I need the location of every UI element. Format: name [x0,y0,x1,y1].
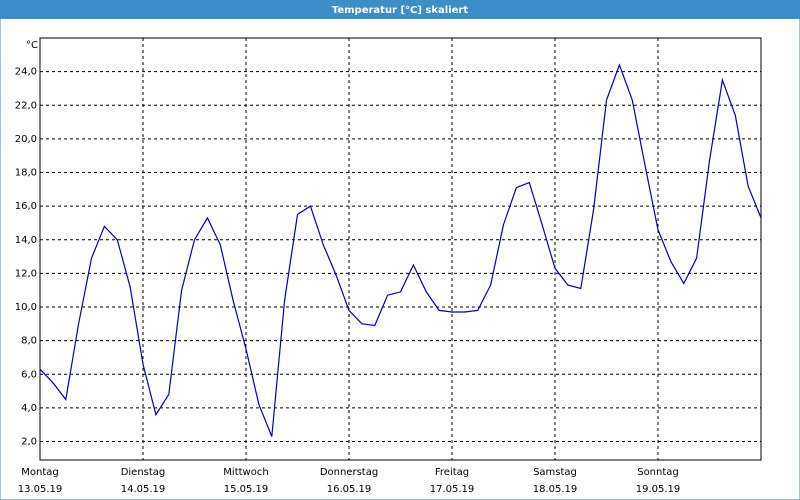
y-tick-label: 16,0 [15,201,37,212]
y-tick-label: 4,0 [21,403,37,414]
y-tick-label: 14,0 [15,235,37,246]
y-tick-label: 18,0 [15,168,37,179]
y-tick-label: 6,0 [21,369,37,380]
x-tick-date: 15.05.19 [224,484,269,495]
y-tick-label: 10,0 [15,302,37,313]
y-tick-label: 22,0 [15,100,37,111]
x-tick-label: Mittwoch [223,467,268,478]
x-tick-date: 19.05.19 [636,484,681,495]
y-tick-label: 2,0 [21,437,37,448]
x-tick-date: 14.05.19 [121,484,166,495]
temperature-line [39,63,762,437]
y-tick-label: 20,0 [15,134,37,145]
y-tick-label: 12,0 [15,268,37,279]
x-tick-date: 17.05.19 [430,484,475,495]
title-bar [0,0,800,19]
chart-title: Temperatur [°C] skaliert [332,5,469,16]
x-tick-label: Donnerstag [320,467,378,478]
x-tick-label: Freitag [435,467,469,478]
y-tick-label: 8,0 [21,336,37,347]
x-tick-label: Montag [21,467,58,478]
x-tick-date: 13.05.19 [18,484,63,495]
y-axis-label: °C [26,40,38,51]
x-tick-date: 16.05.19 [327,484,372,495]
x-tick-date: 18.05.19 [533,484,578,495]
y-tick-label: 24,0 [15,67,37,78]
x-tick-label: Dienstag [121,467,166,478]
x-tick-label: Sonntag [637,467,679,478]
x-tick-label: Samstag [533,467,577,478]
